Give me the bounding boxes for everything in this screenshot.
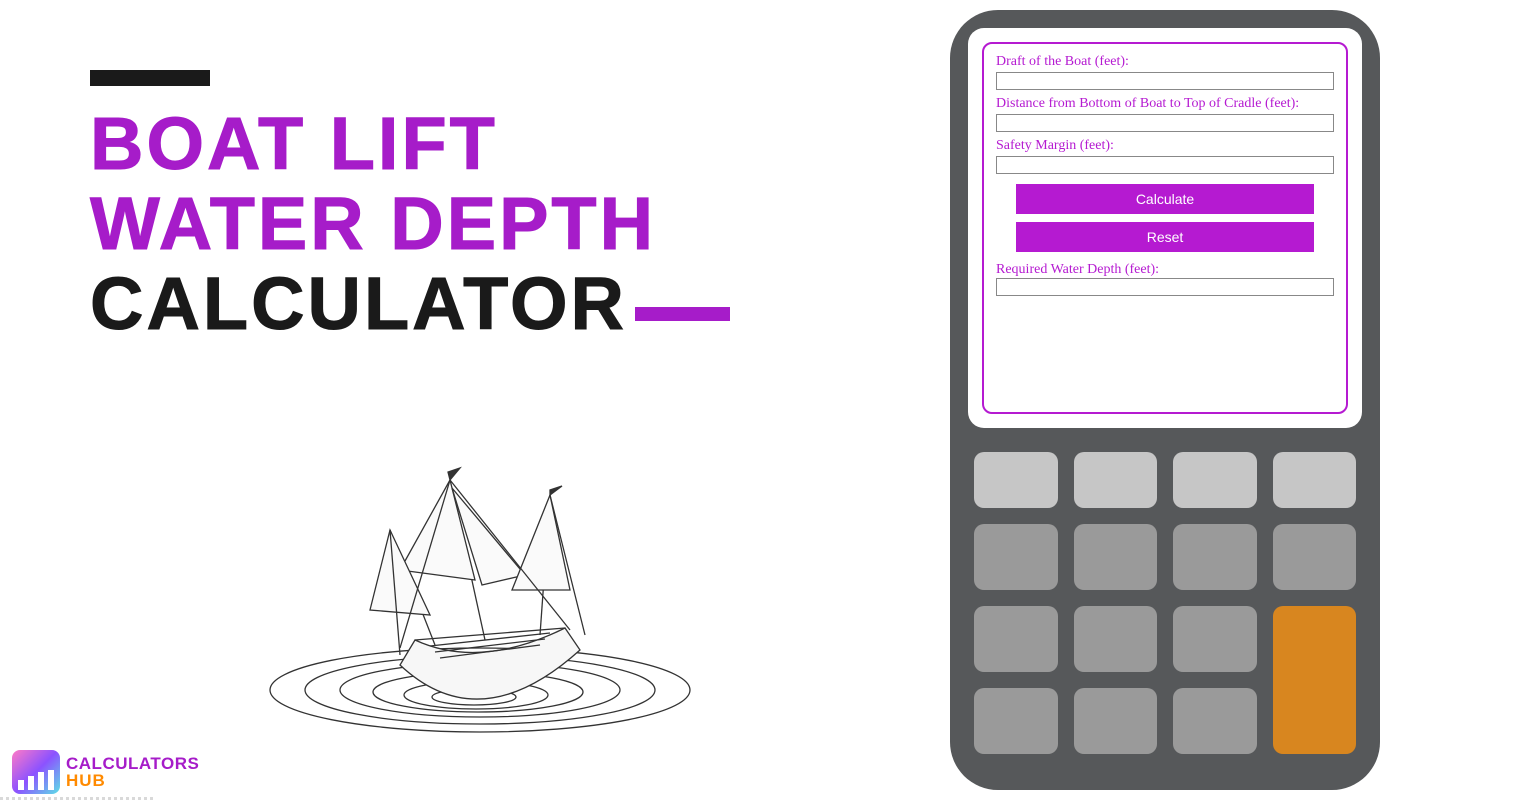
safety-label: Safety Margin (feet): xyxy=(996,138,1334,154)
keypad-key[interactable] xyxy=(1074,606,1158,672)
logo-text: CALCULATORS HUB xyxy=(66,755,199,789)
form-panel: Draft of the Boat (feet): Distance from … xyxy=(982,42,1348,414)
distance-input[interactable] xyxy=(996,114,1334,132)
logo-line-2: HUB xyxy=(66,772,199,789)
title-line-1: BOAT LIFT xyxy=(90,104,730,184)
calculate-button[interactable]: Calculate xyxy=(1016,184,1313,214)
result-output xyxy=(996,278,1334,296)
title-block: BOAT LIFT WATER DEPTH CALCULATOR xyxy=(90,70,730,344)
keypad-key[interactable] xyxy=(974,606,1058,672)
ship-illustration xyxy=(250,440,710,770)
keypad-key[interactable] xyxy=(1273,524,1357,590)
keypad-key[interactable] xyxy=(1273,452,1357,508)
title-line-2: WATER DEPTH xyxy=(90,184,730,264)
title-line-3-row: CALCULATOR xyxy=(90,264,730,344)
title-top-bar xyxy=(90,70,210,86)
calculator-screen: Draft of the Boat (feet): Distance from … xyxy=(968,28,1362,428)
result-label: Required Water Depth (feet): xyxy=(996,262,1334,278)
distance-label: Distance from Bottom of Boat to Top of C… xyxy=(996,96,1334,112)
keypad-key[interactable] xyxy=(1074,452,1158,508)
keypad-key[interactable] xyxy=(974,524,1058,590)
calculator-device: Draft of the Boat (feet): Distance from … xyxy=(950,10,1380,790)
reset-button[interactable]: Reset xyxy=(1016,222,1313,252)
keypad-key[interactable] xyxy=(974,452,1058,508)
keypad-key[interactable] xyxy=(974,688,1058,754)
title-line-3: CALCULATOR xyxy=(90,262,627,345)
keypad xyxy=(968,452,1362,754)
keypad-key[interactable] xyxy=(1173,524,1257,590)
draft-label: Draft of the Boat (feet): xyxy=(996,54,1334,70)
title-underline xyxy=(635,307,730,321)
keypad-key[interactable] xyxy=(1173,606,1257,672)
logo-icon xyxy=(12,750,60,794)
keypad-equals-key[interactable] xyxy=(1273,606,1357,754)
keypad-key[interactable] xyxy=(1074,524,1158,590)
safety-input[interactable] xyxy=(996,156,1334,174)
calculators-hub-logo: CALCULATORS HUB xyxy=(12,750,199,794)
keypad-key[interactable] xyxy=(1173,452,1257,508)
keypad-key[interactable] xyxy=(1173,688,1257,754)
sinking-ship-icon xyxy=(250,440,710,770)
keypad-key[interactable] xyxy=(1074,688,1158,754)
logo-line-1: CALCULATORS xyxy=(66,755,199,772)
draft-input[interactable] xyxy=(996,72,1334,90)
